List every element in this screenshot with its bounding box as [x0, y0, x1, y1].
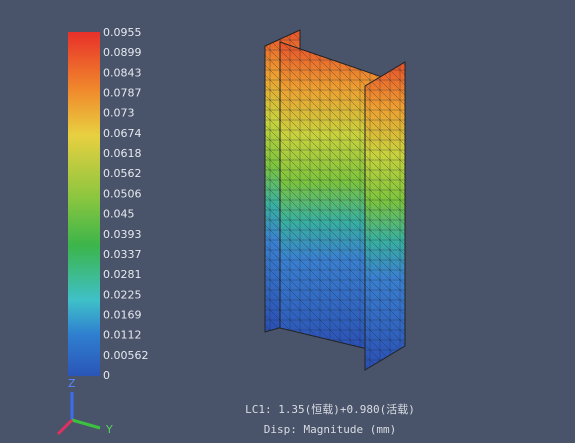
legend-label: 0.0674 — [103, 127, 142, 140]
legend-label: 0.00562 — [103, 349, 149, 362]
legend-label: 0.0618 — [103, 147, 142, 160]
legend-label: 0.0506 — [103, 187, 142, 200]
legend-label: 0 — [103, 369, 110, 382]
legend-label: 0.0225 — [103, 288, 142, 301]
result-type: Disp: Magnitude (mm) — [264, 423, 396, 436]
legend-label: 0.0562 — [103, 167, 142, 180]
legend-label: 0.0112 — [103, 329, 142, 342]
legend-label: 0.0843 — [103, 66, 142, 79]
legend-label: 0.0169 — [103, 308, 142, 321]
load-case: LC1: 1.35(恒载)+0.980(活载) — [245, 403, 415, 416]
legend-label: 0.0337 — [103, 248, 142, 261]
axis-z-label: Z — [68, 377, 76, 390]
color-bar — [68, 32, 100, 376]
legend-label: 0.0393 — [103, 228, 142, 241]
legend-label: 0.0899 — [103, 46, 142, 59]
legend-label: 0.045 — [103, 208, 135, 221]
legend-label: 0.0281 — [103, 268, 142, 281]
axis-y-label: Y — [105, 423, 113, 436]
viewport: 0.0955 0.0899 0.0843 0.0787 0.073 0.0674 0.061… — [0, 0, 575, 443]
legend-label: 0.073 — [103, 107, 135, 120]
legend-label: 0.0955 — [103, 26, 142, 39]
legend-label: 0.0787 — [103, 87, 142, 100]
beam-model — [265, 30, 405, 370]
